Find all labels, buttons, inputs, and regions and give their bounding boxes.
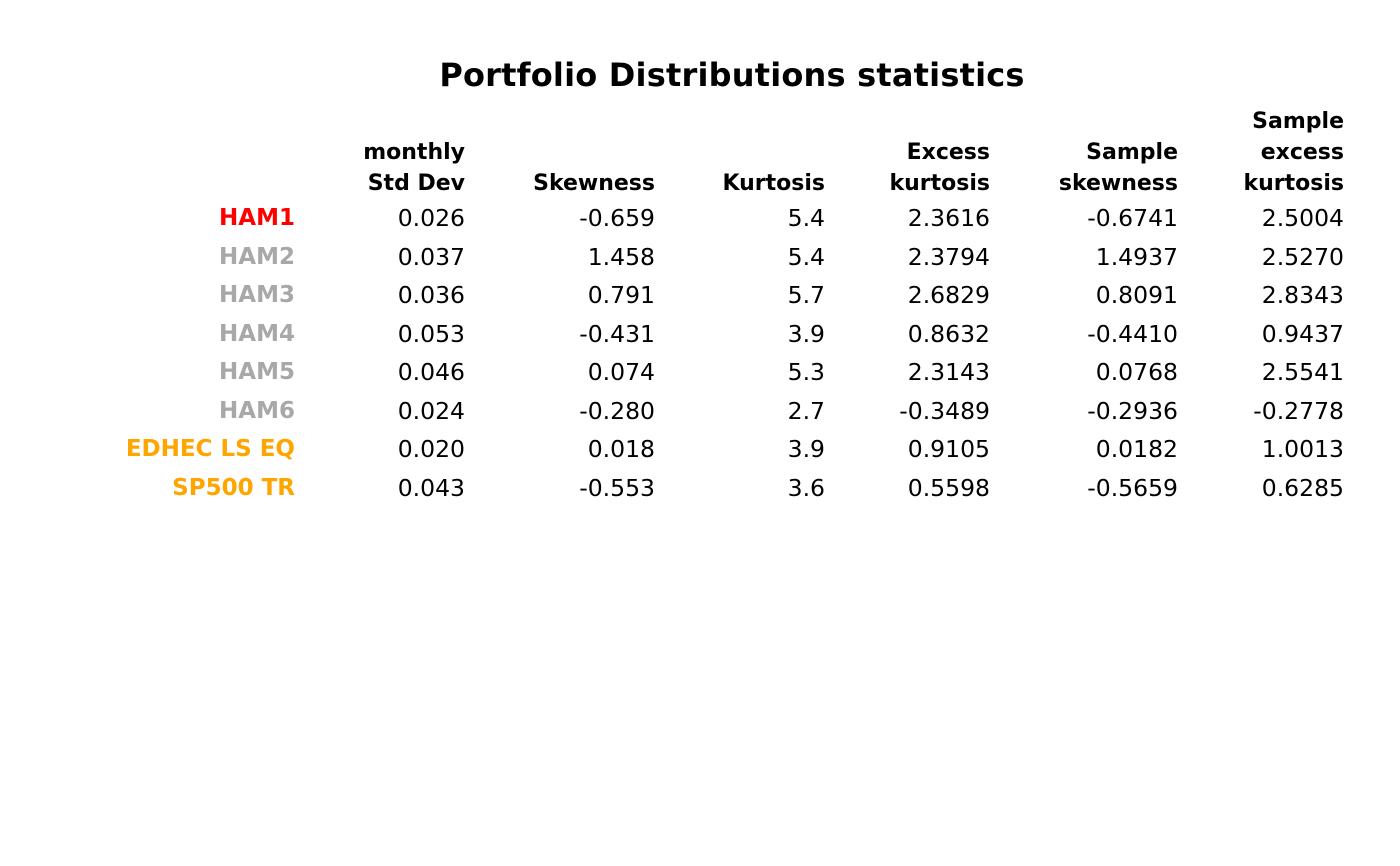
value-cell-kurtosis: 5.4 bbox=[787, 204, 825, 233]
value-cell-skewness: -0.431 bbox=[579, 319, 655, 348]
value-cell-sample-excess-kurtosis: 2.5541 bbox=[1261, 358, 1344, 387]
value-cell-monthly-std-dev: 0.053 bbox=[397, 319, 465, 348]
value-cell-monthly-std-dev: 0.043 bbox=[397, 473, 465, 502]
value-cell-sample-excess-kurtosis: 2.8343 bbox=[1261, 281, 1344, 310]
value-cell-monthly-std-dev: 0.037 bbox=[397, 242, 465, 271]
value-cell-excess-kurtosis: 0.8632 bbox=[907, 319, 990, 348]
value-cell-sample-excess-kurtosis: 2.5004 bbox=[1261, 204, 1344, 233]
value-cell-sample-skewness: -0.2936 bbox=[1087, 396, 1178, 425]
value-cell-excess-kurtosis: 0.5598 bbox=[907, 473, 990, 502]
value-cell-skewness: -0.280 bbox=[579, 396, 655, 425]
value-cell-monthly-std-dev: 0.036 bbox=[397, 281, 465, 310]
value-cell-sample-skewness: 1.4937 bbox=[1095, 242, 1178, 271]
value-cell-monthly-std-dev: 0.020 bbox=[397, 435, 465, 464]
value-cell-monthly-std-dev: 0.046 bbox=[397, 358, 465, 387]
value-cell-excess-kurtosis: 0.9105 bbox=[907, 435, 990, 464]
value-cell-kurtosis: 3.9 bbox=[787, 319, 825, 348]
value-cell-kurtosis: 5.4 bbox=[787, 242, 825, 271]
table-row: SP500 TR 0.043 -0.553 3.6 0.5598 -0.5659 0.628… bbox=[120, 469, 1344, 508]
row-label-ham1: HAM1 bbox=[219, 205, 295, 232]
table-body: HAM1 0.026 -0.659 5.4 2.3616 -0.6741 2.5004 HAM… bbox=[120, 199, 1344, 507]
table-header: monthly Std Dev Skewness Kurtosis Excess kurt… bbox=[120, 106, 1344, 199]
table-row: EDHEC LS EQ 0.020 0.018 3.9 0.9105 0.0182 1.00… bbox=[120, 430, 1344, 469]
value-cell-skewness: -0.659 bbox=[579, 204, 655, 233]
value-cell-excess-kurtosis: -0.3489 bbox=[899, 396, 990, 425]
value-cell-sample-skewness: 0.0768 bbox=[1095, 358, 1178, 387]
value-cell-monthly-std-dev: 0.026 bbox=[397, 204, 465, 233]
row-label-ham4: HAM4 bbox=[219, 320, 295, 347]
value-cell-skewness: 0.074 bbox=[587, 358, 655, 387]
value-cell-sample-skewness: 0.0182 bbox=[1095, 435, 1178, 464]
value-cell-excess-kurtosis: 2.3794 bbox=[907, 242, 990, 271]
table-row: HAM4 0.053 -0.431 3.9 0.8632 -0.4410 0.9437 bbox=[120, 315, 1344, 354]
row-label-ham3: HAM3 bbox=[219, 282, 295, 309]
chart-title: Portfolio Distributions statistics bbox=[439, 56, 1025, 94]
row-label-sp500-tr: SP500 TR bbox=[172, 474, 295, 501]
value-cell-excess-kurtosis: 2.3616 bbox=[907, 204, 990, 233]
value-cell-sample-excess-kurtosis: 1.0013 bbox=[1261, 435, 1344, 464]
value-cell-excess-kurtosis: 2.3143 bbox=[907, 358, 990, 387]
table-row: HAM5 0.046 0.074 5.3 2.3143 0.0768 2.5541 bbox=[120, 353, 1344, 392]
table-row: HAM3 0.036 0.791 5.7 2.6829 0.8091 2.8343 bbox=[120, 276, 1344, 315]
value-cell-skewness: 1.458 bbox=[587, 242, 655, 271]
value-cell-sample-skewness: -0.6741 bbox=[1087, 204, 1178, 233]
value-cell-kurtosis: 3.9 bbox=[787, 435, 825, 464]
row-label-edhec-ls-eq: EDHEC LS EQ bbox=[125, 436, 295, 463]
column-header-monthly-std-dev: monthly Std Dev bbox=[363, 140, 465, 196]
row-label-ham6: HAM6 bbox=[219, 397, 295, 424]
value-cell-kurtosis: 3.6 bbox=[787, 473, 825, 502]
header-row: monthly Std Dev Skewness Kurtosis Excess kurt… bbox=[120, 106, 1344, 199]
value-cell-kurtosis: 5.3 bbox=[787, 358, 825, 387]
column-header-sample-excess-kurtosis: Sample excess kurtosis bbox=[1243, 109, 1344, 196]
column-header-sample-skewness: Sample skewness bbox=[1058, 140, 1178, 196]
table-row: HAM6 0.024 -0.280 2.7 -0.3489 -0.2936 -0.2778 bbox=[120, 392, 1344, 431]
value-cell-sample-skewness: -0.4410 bbox=[1087, 319, 1178, 348]
row-label-ham5: HAM5 bbox=[219, 359, 295, 386]
value-cell-skewness: 0.018 bbox=[587, 435, 655, 464]
value-cell-sample-skewness: 0.8091 bbox=[1095, 281, 1178, 310]
value-cell-sample-excess-kurtosis: -0.2778 bbox=[1253, 396, 1344, 425]
value-cell-skewness: 0.791 bbox=[587, 281, 655, 310]
column-header-skewness: Skewness bbox=[533, 171, 655, 196]
value-cell-kurtosis: 2.7 bbox=[787, 396, 825, 425]
table-row: HAM2 0.037 1.458 5.4 2.3794 1.4937 2.5270 bbox=[120, 238, 1344, 277]
value-cell-sample-excess-kurtosis: 2.5270 bbox=[1261, 242, 1344, 271]
value-cell-kurtosis: 5.7 bbox=[787, 281, 825, 310]
value-cell-excess-kurtosis: 2.6829 bbox=[907, 281, 990, 310]
value-cell-monthly-std-dev: 0.024 bbox=[397, 396, 465, 425]
portfolio-statistics-table: monthly Std Dev Skewness Kurtosis Excess kurt… bbox=[120, 106, 1344, 507]
table-row: HAM1 0.026 -0.659 5.4 2.3616 -0.6741 2.5004 bbox=[120, 199, 1344, 238]
column-header-excess-kurtosis: Excess kurtosis bbox=[889, 140, 990, 196]
column-header-kurtosis: Kurtosis bbox=[722, 171, 825, 196]
corner-cell bbox=[120, 106, 295, 199]
row-label-ham2: HAM2 bbox=[219, 243, 295, 270]
value-cell-sample-excess-kurtosis: 0.6285 bbox=[1261, 473, 1344, 502]
value-cell-sample-skewness: -0.5659 bbox=[1087, 473, 1178, 502]
value-cell-skewness: -0.553 bbox=[579, 473, 655, 502]
value-cell-sample-excess-kurtosis: 0.9437 bbox=[1261, 319, 1344, 348]
